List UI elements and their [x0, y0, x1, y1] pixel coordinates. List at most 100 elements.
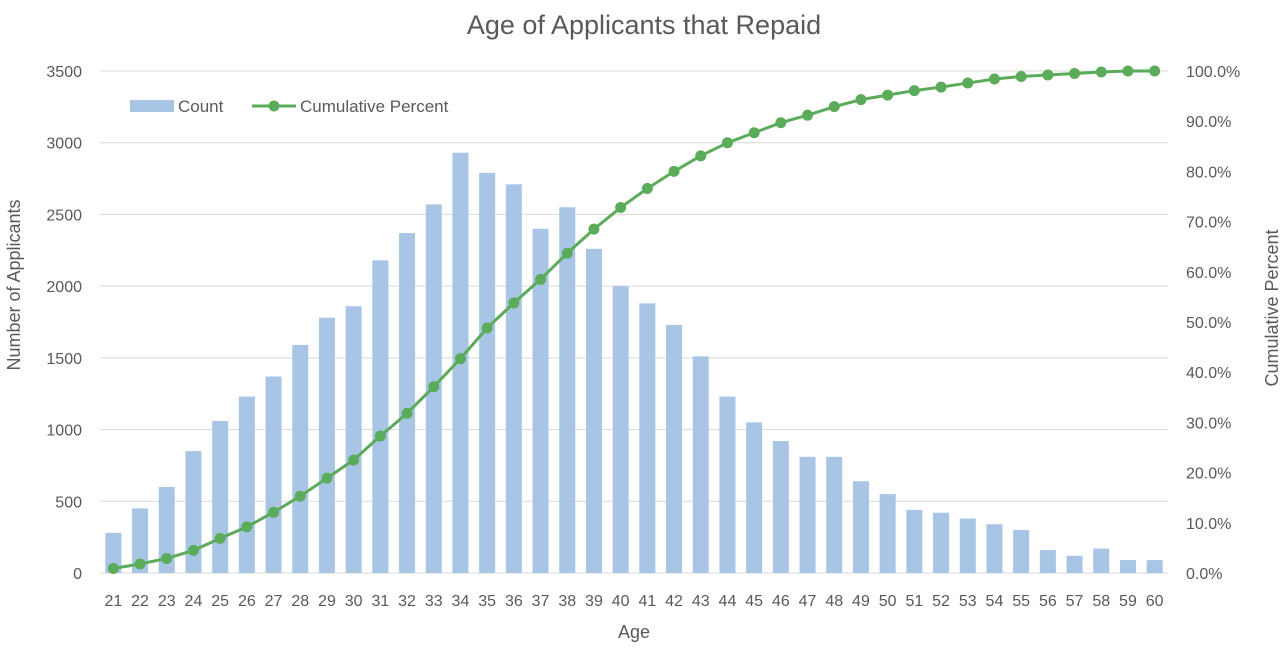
x-tick-label: 36 — [505, 593, 523, 610]
line-point — [401, 407, 413, 419]
legend: Count Cumulative Percent — [130, 97, 449, 116]
bar — [1013, 529, 1030, 573]
line-point — [241, 521, 253, 533]
y2-tick-label: 70.0% — [1186, 215, 1231, 232]
line-point — [1015, 71, 1027, 83]
x-tick-label: 47 — [799, 593, 817, 610]
line-point — [454, 353, 466, 365]
left-axis-ticks: 0 500 1000 1500 2000 2500 3000 3500 — [46, 64, 82, 583]
bar — [372, 260, 389, 573]
line-point — [1042, 69, 1054, 81]
line-point — [935, 81, 947, 93]
y2-tick-label: 0.0% — [1186, 566, 1222, 583]
bar — [559, 207, 576, 573]
x-tick-label: 56 — [1039, 593, 1057, 610]
legend-cumulative-label: Cumulative Percent — [300, 97, 449, 116]
line-point — [882, 89, 894, 101]
bar — [1119, 560, 1136, 573]
x-tick-label: 49 — [852, 593, 870, 610]
bar — [1039, 550, 1056, 573]
y-tick-label: 2500 — [46, 207, 82, 224]
x-tick-label: 38 — [558, 593, 576, 610]
x-tick-label: 59 — [1119, 593, 1137, 610]
x-tick-label: 27 — [265, 593, 283, 610]
x-tick-label: 46 — [772, 593, 790, 610]
line-point — [561, 247, 573, 259]
line-point — [294, 490, 306, 502]
y-tick-label: 1500 — [46, 351, 82, 368]
x-tick-label: 43 — [692, 593, 710, 610]
line-point — [428, 381, 440, 393]
bar — [318, 317, 335, 573]
x-tick-label: 53 — [959, 593, 977, 610]
x-tick-label: 21 — [104, 593, 122, 610]
line-point — [641, 182, 653, 194]
line-series-cumulative-percent — [107, 65, 1161, 574]
gridlines — [100, 70, 1168, 574]
x-tick-label: 37 — [532, 593, 550, 610]
x-tick-label: 45 — [745, 593, 763, 610]
y2-tick-label: 90.0% — [1186, 114, 1231, 131]
bar — [799, 456, 816, 573]
y2-tick-label: 50.0% — [1186, 315, 1231, 332]
bar — [719, 396, 736, 573]
x-tick-label: 57 — [1066, 593, 1084, 610]
bar — [505, 184, 522, 573]
x-tick-label: 29 — [318, 593, 336, 610]
y2-axis-label: Cumulative Percent — [1262, 229, 1282, 386]
bar — [292, 344, 309, 573]
bar — [906, 509, 923, 573]
bar — [852, 481, 869, 573]
x-axis-label: Age — [618, 622, 650, 642]
line-point — [187, 544, 199, 556]
x-tick-label: 50 — [879, 593, 897, 610]
x-tick-label: 22 — [131, 593, 149, 610]
bar — [933, 512, 950, 573]
x-tick-label: 60 — [1146, 593, 1164, 610]
line-point — [615, 202, 627, 214]
x-tick-label: 52 — [932, 593, 950, 610]
line-point — [1069, 68, 1081, 80]
x-tick-label: 48 — [825, 593, 843, 610]
x-tick-label: 55 — [1012, 593, 1030, 610]
x-tick-label: 31 — [371, 593, 389, 610]
bar — [212, 420, 229, 573]
line-point — [855, 94, 867, 106]
line-point — [161, 552, 173, 564]
y-tick-label: 0 — [73, 566, 82, 583]
x-tick-label: 33 — [425, 593, 443, 610]
bar — [959, 518, 976, 573]
right-axis-ticks: 0.0% 10.0% 20.0% 30.0% 40.0% 50.0% 60.0% 70.0% 8… — [1186, 64, 1240, 583]
line-point — [374, 430, 386, 442]
legend-cumulative-marker — [268, 100, 280, 112]
x-tick-label: 35 — [478, 593, 496, 610]
line-point — [321, 472, 333, 484]
line-point — [828, 101, 840, 113]
y2-tick-label: 40.0% — [1186, 365, 1231, 382]
y-tick-label: 3000 — [46, 136, 82, 153]
bar — [692, 356, 709, 573]
bar — [585, 248, 602, 573]
legend-count-swatch — [130, 100, 174, 112]
y-tick-label: 3500 — [46, 64, 82, 81]
bar — [479, 172, 496, 573]
line-point — [775, 117, 787, 129]
x-tick-label: 40 — [612, 593, 630, 610]
x-tick-label: 42 — [665, 593, 683, 610]
line-point — [802, 109, 814, 121]
bar — [772, 441, 789, 573]
line-point — [107, 562, 119, 574]
bar — [1146, 560, 1163, 573]
bar — [612, 286, 629, 573]
bar — [158, 486, 175, 573]
x-tick-label: 54 — [986, 593, 1004, 610]
cumulative-line — [113, 69, 1155, 570]
x-tick-label: 34 — [452, 593, 470, 610]
bar — [399, 233, 416, 573]
x-tick-label: 58 — [1092, 593, 1110, 610]
line-point — [508, 297, 520, 309]
line-point — [1095, 66, 1107, 78]
line-point — [721, 137, 733, 149]
line-point — [268, 506, 280, 518]
